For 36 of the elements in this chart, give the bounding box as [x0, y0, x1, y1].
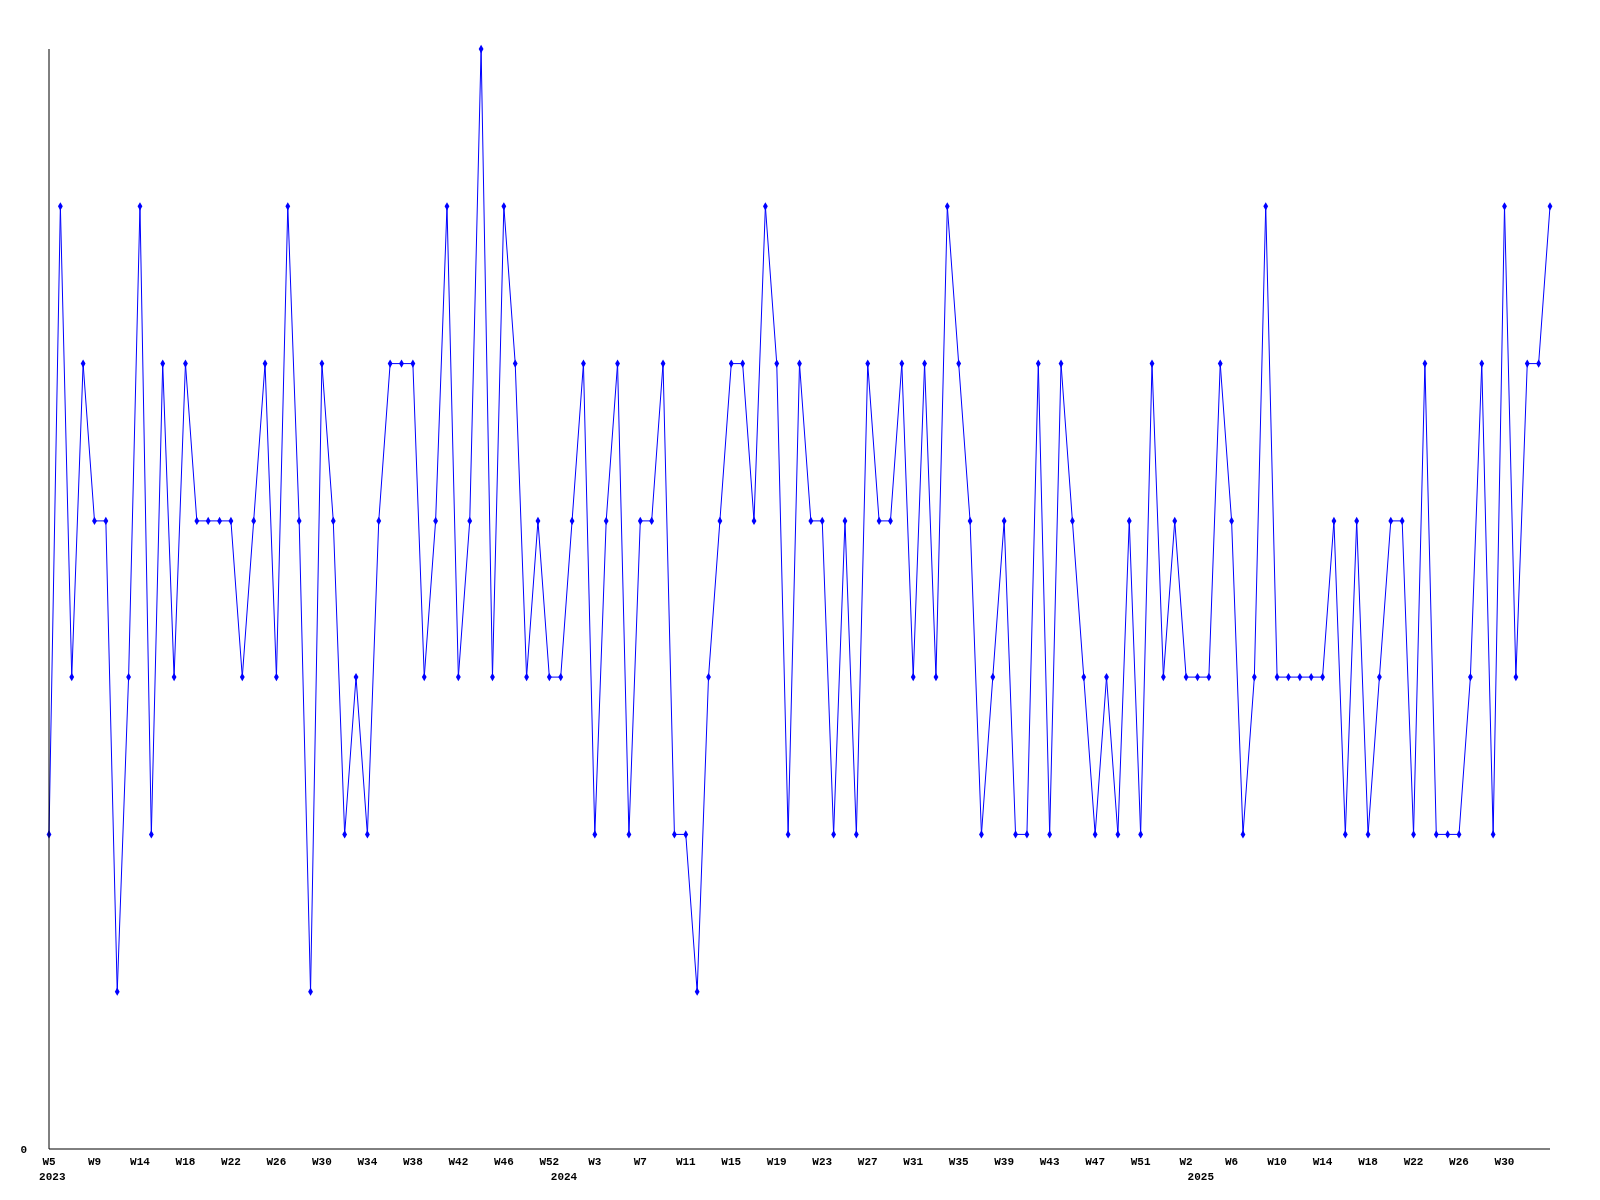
x-tick-label: W15 [721, 1156, 742, 1168]
x-tick-label: W51 [1130, 1156, 1151, 1168]
x-tick-label: W19 [766, 1156, 787, 1168]
x-tick-label: W52 [539, 1156, 560, 1168]
x-tick-label: W47 [1085, 1156, 1106, 1168]
x-tick-label: W30 [1494, 1156, 1515, 1168]
x-tick-label: W39 [994, 1156, 1015, 1168]
x-tick-label: W27 [857, 1156, 878, 1168]
x-tick-label: W2 [1179, 1156, 1193, 1168]
x-tick-label: W7 [633, 1156, 647, 1168]
x-tick-label: 2025 [1180, 1171, 1215, 1183]
x-tick-label: W35 [948, 1156, 969, 1168]
x-tick-label: W10 [1267, 1156, 1287, 1168]
x-tick-label: W14 [130, 1156, 151, 1168]
x-tick-label: W42 [448, 1156, 469, 1168]
x-tick-label: 2024 [544, 1171, 578, 1183]
x-tick-label: W22 [1403, 1156, 1424, 1168]
text: 0 [20, 1143, 27, 1156]
x-tick-label: W46 [493, 1156, 514, 1168]
x-tick-label: W11 [675, 1156, 697, 1168]
x-tick-label: W22 [221, 1156, 241, 1168]
x-tick-label: W6 [1225, 1156, 1239, 1168]
x-tick-label: W30 [312, 1156, 332, 1168]
x-tick-label: W18 [1358, 1156, 1379, 1168]
x-tick-label: W3 [588, 1156, 602, 1168]
x-tick-label: W31 [903, 1156, 924, 1168]
x-tick-label: W26 [1449, 1156, 1469, 1168]
x-tick-label: W5 2023 [32, 1156, 66, 1183]
x-tick-label: W43 [1039, 1156, 1060, 1168]
x-tick-label: W18 [175, 1156, 196, 1168]
x-tick-label: W38 [402, 1156, 424, 1168]
x-tick-label: W26 [266, 1156, 287, 1168]
x-tick-label: W14 [1312, 1156, 1333, 1168]
x-tick-label: W34 [357, 1156, 378, 1168]
x-tick-label: W23 [812, 1156, 833, 1168]
x-tick-label: W9 [87, 1156, 102, 1168]
